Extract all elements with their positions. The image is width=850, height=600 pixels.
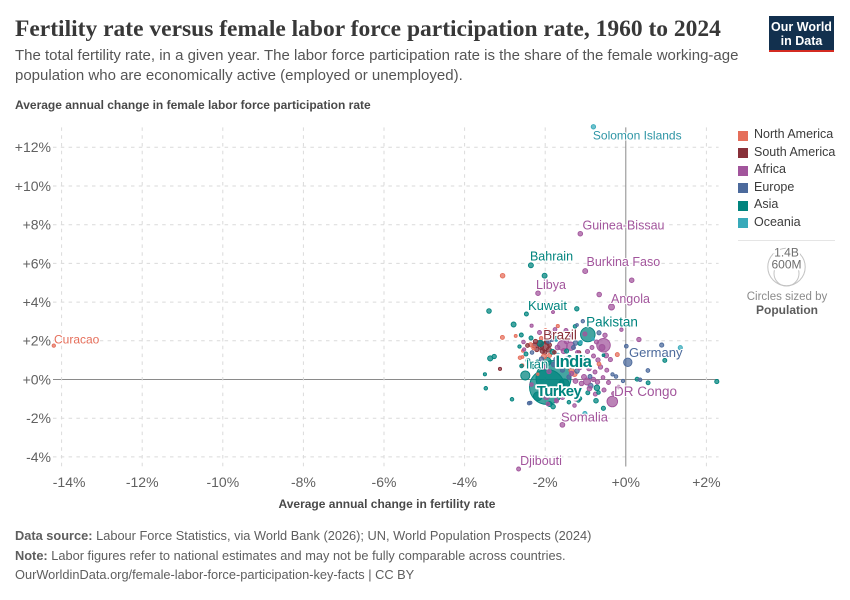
svg-text:+2%: +2% — [23, 333, 51, 349]
svg-text:Djibouti: Djibouti — [520, 454, 562, 468]
svg-text:-6%: -6% — [372, 474, 397, 490]
svg-text:Burkina Faso: Burkina Faso — [587, 255, 661, 269]
svg-text:Iran: Iran — [526, 357, 548, 372]
svg-text:-14%: -14% — [53, 474, 86, 490]
svg-text:Guinea-Bissau: Guinea-Bissau — [583, 219, 665, 233]
svg-text:-4%: -4% — [452, 474, 477, 490]
svg-text:Somalia: Somalia — [561, 410, 609, 425]
svg-text:Turkey: Turkey — [537, 383, 583, 400]
svg-text:+0%: +0% — [23, 371, 51, 387]
svg-text:-10%: -10% — [206, 474, 239, 490]
svg-text:India: India — [555, 353, 592, 371]
svg-text:DR Congo: DR Congo — [614, 384, 677, 399]
svg-text:Germany: Germany — [629, 345, 683, 360]
svg-text:-12%: -12% — [126, 474, 159, 490]
svg-text:+4%: +4% — [23, 294, 51, 310]
svg-text:Brazil: Brazil — [543, 328, 577, 343]
svg-text:Curacao: Curacao — [54, 333, 100, 347]
svg-text:-2%: -2% — [533, 474, 558, 490]
svg-text:Angola: Angola — [611, 292, 650, 306]
svg-text:-2%: -2% — [26, 410, 51, 426]
svg-text:600M: 600M — [771, 258, 801, 272]
svg-text:Solomon Islands: Solomon Islands — [593, 129, 682, 143]
svg-text:+0%: +0% — [612, 474, 640, 490]
svg-text:+2%: +2% — [692, 474, 720, 490]
svg-text:Libya: Libya — [536, 278, 566, 292]
svg-text:+10%: +10% — [15, 178, 51, 194]
svg-text:-8%: -8% — [291, 474, 316, 490]
svg-text:-4%: -4% — [26, 449, 51, 465]
svg-text:Pakistan: Pakistan — [586, 315, 638, 330]
svg-text:+8%: +8% — [23, 217, 51, 233]
svg-text:+6%: +6% — [23, 255, 51, 271]
svg-text:+12%: +12% — [15, 139, 51, 155]
svg-text:Kuwait: Kuwait — [528, 298, 567, 313]
svg-text:1.4B: 1.4B — [774, 246, 799, 260]
svg-text:Bahrain: Bahrain — [530, 250, 573, 264]
